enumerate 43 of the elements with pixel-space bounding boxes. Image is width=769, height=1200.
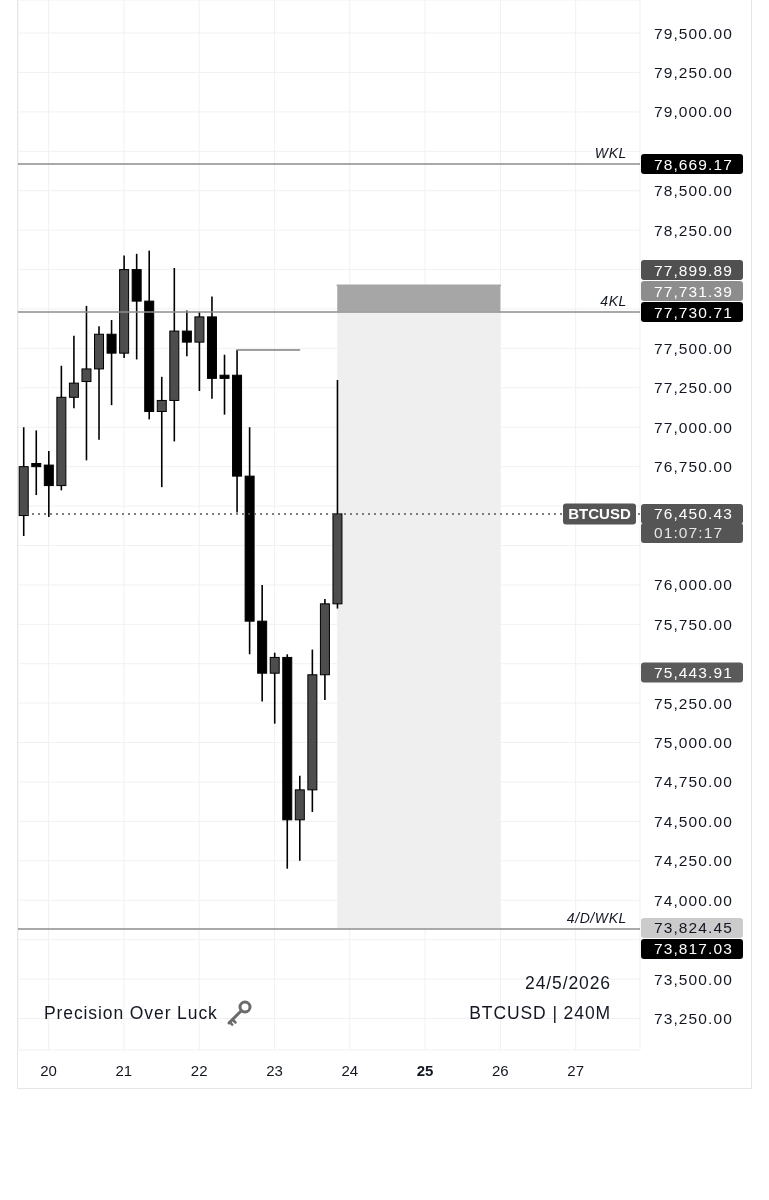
text: 01:07:17 — [654, 524, 724, 542]
y-tick-label: 73,500.00 — [654, 970, 733, 988]
y-tick-label: 74,750.00 — [654, 773, 733, 791]
y-tick-label: 75,000.00 — [654, 734, 733, 752]
text: 73,824.45 — [654, 919, 733, 937]
x-tick-label: 24 — [341, 1061, 359, 1079]
y-tick-label: 76,750.00 — [654, 458, 733, 476]
y-tick-label: 78,500.00 — [654, 182, 733, 200]
y-tick-label: 77,250.00 — [654, 379, 733, 397]
text: 73,817.03 — [654, 940, 733, 958]
x-tick-label: 21 — [115, 1061, 133, 1079]
text: 76,450.43 — [654, 505, 733, 523]
x-tick-label: 26 — [492, 1061, 509, 1079]
y-tick-label: 77,500.00 — [654, 339, 733, 357]
x-tick-label: 23 — [266, 1061, 283, 1079]
y-tick-label: 75,750.00 — [654, 615, 733, 633]
ref-line-label: WKL — [594, 145, 627, 162]
ref-line-label: 4KL — [600, 293, 627, 310]
text: 78,669.17 — [654, 155, 733, 173]
y-tick-label: 79,250.00 — [654, 64, 733, 82]
y-tick-label: 79,000.00 — [654, 103, 733, 121]
text: 77,730.71 — [654, 303, 733, 321]
annotation: BTCUSD | 240M — [469, 1002, 611, 1025]
ref-line-label: 4/D/WKL — [566, 910, 627, 927]
x-tick-label: 22 — [190, 1061, 208, 1079]
y-tick-label: 77,000.00 — [654, 418, 733, 436]
y-tick-label: 78,250.00 — [654, 221, 733, 239]
y-tick-label: 73,250.00 — [654, 1009, 733, 1027]
y-tick-label: 74,000.00 — [654, 891, 733, 909]
annotation: Precision Over Luck — [44, 1002, 218, 1025]
y-tick-label: 76,000.00 — [654, 576, 733, 594]
text: 75,443.91 — [654, 664, 733, 682]
annotation: 24/5/2026 — [525, 972, 611, 995]
text: 77,899.89 — [654, 261, 733, 279]
text: 77,731.39 — [654, 282, 733, 300]
y-tick-label: 75,250.00 — [654, 694, 733, 712]
x-tick-label: 27 — [567, 1061, 585, 1079]
x-tick-label: 20 — [40, 1061, 57, 1079]
x-tick-label: 25 — [416, 1061, 434, 1079]
y-tick-label: 74,500.00 — [654, 812, 733, 830]
ref-line-label: BTCUSD — [568, 505, 631, 523]
y-tick-label: 79,500.00 — [654, 24, 733, 42]
y-tick-label: 74,250.00 — [654, 852, 733, 870]
